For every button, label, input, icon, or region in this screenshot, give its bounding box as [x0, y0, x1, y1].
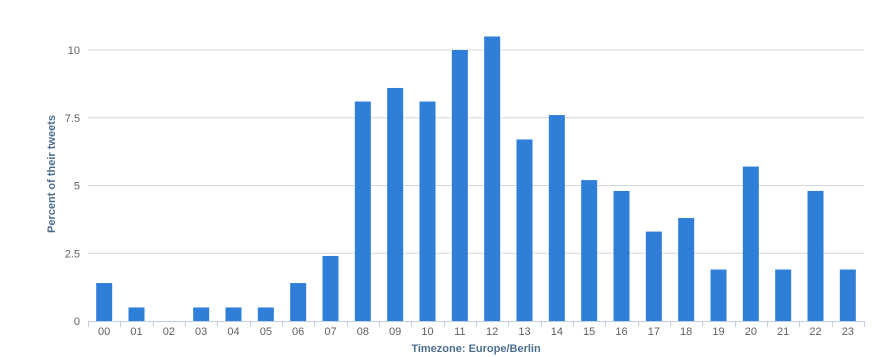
- bar: [645, 231, 662, 321]
- x-tick-label: 07: [324, 326, 336, 338]
- bar: [290, 283, 307, 321]
- bar: [613, 190, 630, 321]
- y-tick-label: 7.5: [65, 113, 80, 125]
- bar: [742, 166, 759, 321]
- y-tick-label: 10: [68, 45, 80, 57]
- x-tick-label: 10: [421, 326, 433, 338]
- bar: [128, 307, 145, 321]
- bar: [419, 101, 436, 321]
- bar: [807, 190, 824, 321]
- bar: [193, 307, 210, 321]
- x-tick-label: 00: [98, 326, 110, 338]
- x-axis-title: Timezone: Europe/Berlin: [411, 343, 541, 355]
- bar: [322, 255, 339, 321]
- x-tick-labels: 00 01 02 03 04 05 06 07 08 09 10 11 12 13 14 15 16 17 18 19…: [98, 326, 854, 338]
- x-tick-label: 01: [130, 326, 142, 338]
- x-tick-label: 08: [357, 326, 369, 338]
- y-axis-title: Percent of their tweets: [46, 115, 58, 233]
- x-tick-label: 21: [777, 326, 789, 338]
- bar: [451, 50, 468, 321]
- x-tick-label: 03: [195, 326, 207, 338]
- bar: [775, 269, 792, 321]
- bar: [678, 218, 695, 321]
- x-tick-label: 16: [615, 326, 627, 338]
- x-tick-label: 09: [389, 326, 401, 338]
- bars: [96, 36, 856, 321]
- x-tick-label: 06: [292, 326, 304, 338]
- bar: [387, 87, 404, 321]
- bar: [548, 115, 565, 321]
- x-tick-label: 23: [842, 326, 854, 338]
- x-tick-label: 14: [551, 326, 563, 338]
- x-tick-label: 18: [680, 326, 692, 338]
- x-tick-label: 15: [583, 326, 595, 338]
- x-tick-label: 17: [648, 326, 660, 338]
- bar: [581, 180, 598, 321]
- bar: [257, 307, 274, 321]
- x-tick-label: 22: [809, 326, 821, 338]
- bar: [484, 36, 501, 321]
- bar: [96, 283, 113, 321]
- bar: [516, 139, 533, 321]
- x-tick-label: 12: [486, 326, 498, 338]
- x-tick-label: 05: [260, 326, 272, 338]
- x-tick-label: 13: [518, 326, 530, 338]
- x-tick-label: 04: [227, 326, 239, 338]
- axes: [88, 321, 865, 327]
- x-tick-label: 02: [163, 326, 175, 338]
- y-tick-label: 0: [74, 316, 80, 328]
- y-tick-labels: 0 2.5 5 7.5 10: [65, 45, 80, 328]
- bar: [710, 269, 727, 321]
- x-tick-label: 20: [745, 326, 757, 338]
- x-tick-label: 11: [454, 326, 465, 338]
- bar: [839, 269, 856, 321]
- y-tick-label: 2.5: [65, 248, 80, 260]
- bar: [354, 101, 371, 321]
- gridlines: [88, 49, 864, 254]
- bar: [225, 307, 242, 321]
- y-tick-label: 5: [74, 181, 80, 193]
- x-tick-label: 19: [712, 326, 724, 338]
